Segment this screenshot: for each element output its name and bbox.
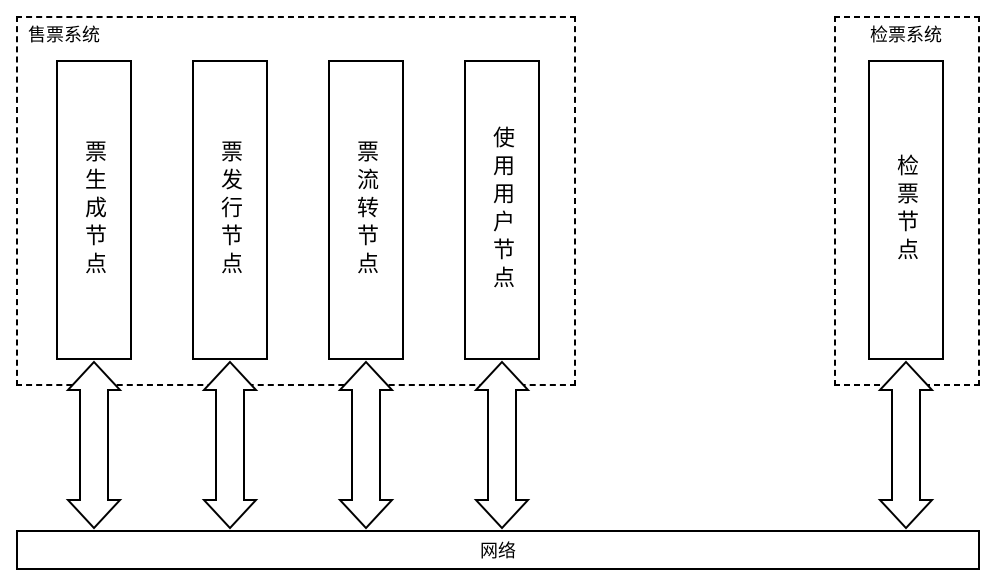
network-label: 网络 [480, 537, 516, 563]
arrow-flow-network [340, 362, 392, 528]
node-label: 票发行节点 [219, 140, 241, 280]
arrow-user-network [476, 362, 528, 528]
arrow-issue-network [204, 362, 256, 528]
node-ticket-flow: 票流转节点 [328, 60, 404, 360]
arrow-gen-network [68, 362, 120, 528]
network-bar: 网络 [16, 530, 980, 570]
node-ticket-issue: 票发行节点 [192, 60, 268, 360]
node-user: 使用用户节点 [464, 60, 540, 360]
node-ticket-generation: 票生成节点 [56, 60, 132, 360]
node-label: 票流转节点 [355, 140, 377, 280]
node-label: 使用用户节点 [491, 126, 513, 294]
node-ticket-check: 检票节点 [868, 60, 944, 360]
diagram-canvas: 售票系统 检票系统 票生成节点 票发行节点 票流转节点 使用用户节点 检票节点 … [0, 0, 1000, 587]
ticketing-system-label: 售票系统 [28, 26, 100, 44]
node-label: 检票节点 [895, 154, 917, 266]
node-label: 票生成节点 [83, 140, 105, 280]
checking-system-label: 检票系统 [870, 26, 942, 44]
arrow-check-network [880, 362, 932, 528]
